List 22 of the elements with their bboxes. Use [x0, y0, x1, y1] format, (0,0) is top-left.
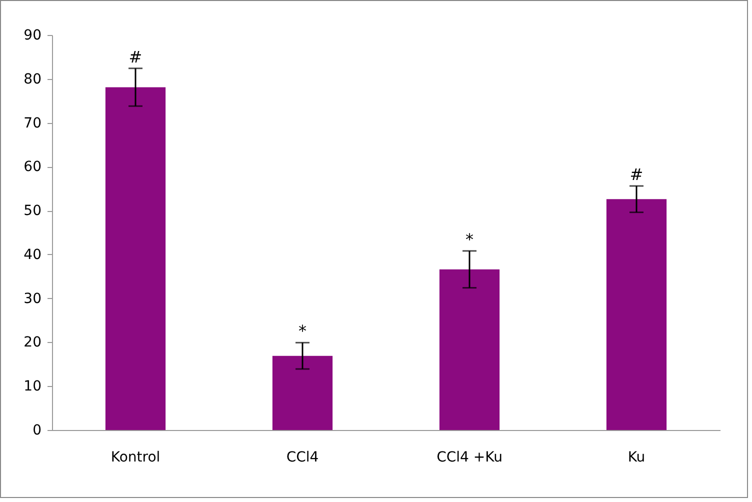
y-tick-label: 50 [24, 203, 42, 220]
y-tick-label: 20 [24, 334, 42, 351]
bar [606, 199, 667, 430]
x-tick-label: Kontrol [110, 450, 160, 466]
y-tick-label: 90 [24, 28, 42, 44]
annotation: * [298, 322, 306, 341]
annotation: # [128, 47, 142, 66]
y-tick-label: 0 [32, 422, 42, 438]
bar [105, 87, 166, 430]
y-tick-label: 10 [24, 378, 42, 395]
y-tick-label: 30 [24, 290, 42, 307]
x-tick-label: Ku [628, 450, 646, 466]
bar [439, 269, 500, 430]
annotation: * [466, 230, 474, 249]
y-tick-label: 70 [24, 115, 42, 132]
y-tick-label: 40 [24, 246, 42, 263]
annotation: # [630, 164, 644, 184]
y-tick-label: 60 [24, 159, 42, 176]
y-tick-label: 80 [24, 71, 42, 88]
x-tick-label: CCl4 [286, 450, 319, 466]
x-tick-label: CCl4 +Ku [436, 450, 502, 466]
bar [272, 356, 333, 430]
